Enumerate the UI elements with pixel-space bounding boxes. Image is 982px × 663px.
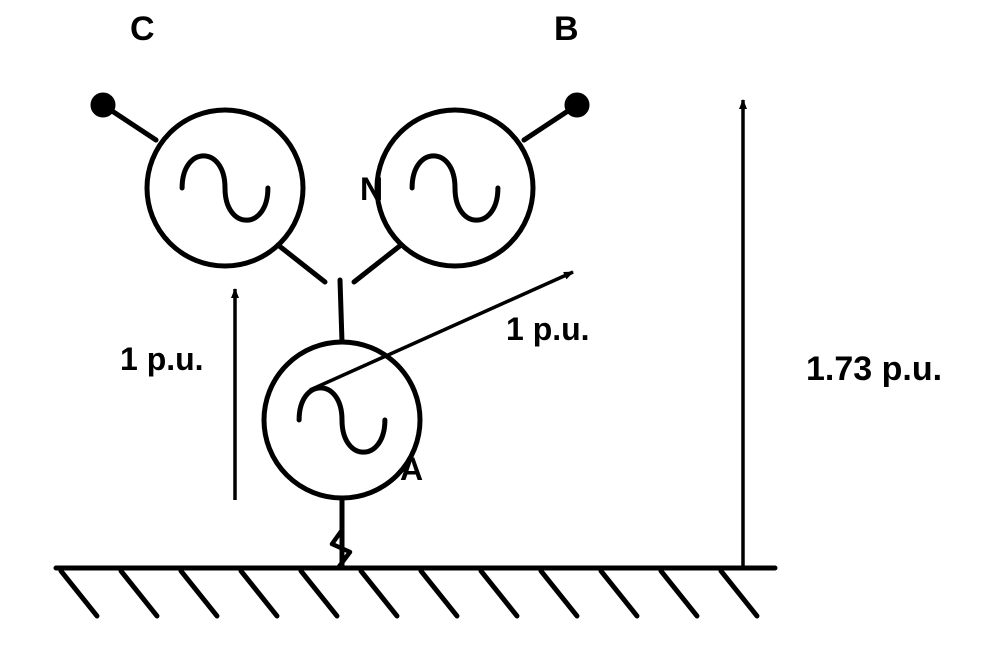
label-c: C xyxy=(130,10,155,48)
label-b: B xyxy=(554,10,579,48)
label-173pu: 1.73 p.u. xyxy=(806,350,942,388)
generator-b xyxy=(377,95,587,266)
label-1pu-left: 1 p.u. xyxy=(120,341,204,377)
ground-symbol xyxy=(56,568,775,616)
generator-c xyxy=(93,95,303,266)
label-n: N xyxy=(360,171,383,207)
three-phase-fault-diagram: C B N A 1 p.u. 1 p.u. 1.73 p.u. xyxy=(0,0,982,663)
label-a: A xyxy=(400,451,423,487)
generator-a xyxy=(264,342,420,498)
label-1pu-right: 1 p.u. xyxy=(506,311,590,347)
